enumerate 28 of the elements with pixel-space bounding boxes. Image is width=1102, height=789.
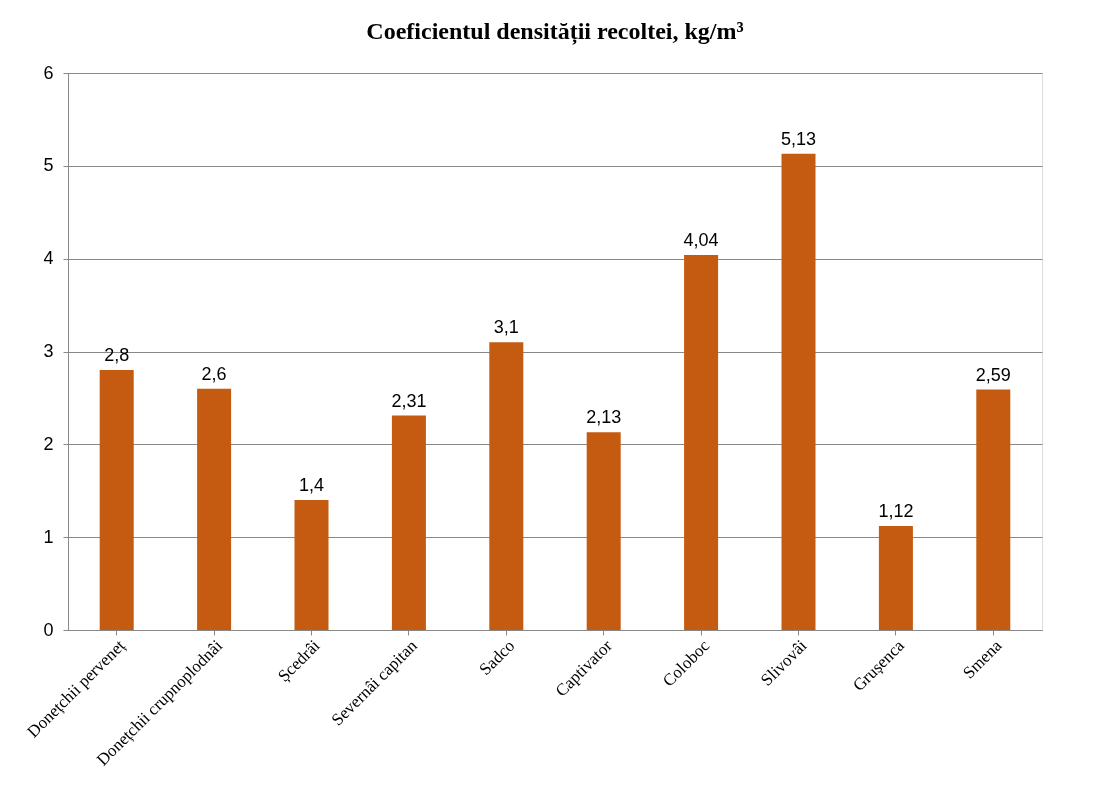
bar [391,415,426,630]
bar [684,254,719,630]
y-tick-label: 1 [43,526,54,547]
bar [781,153,816,630]
data-label: 3,1 [493,317,519,338]
y-tick-label: 5 [43,155,54,176]
bar [489,342,524,630]
data-label: 2,59 [975,364,1011,385]
data-label: 2,31 [391,390,427,411]
data-label: 1,12 [878,501,914,522]
y-tick-label: 3 [43,341,54,361]
bar [99,370,134,630]
y-tick-label: 2 [43,433,54,454]
data-label: 5,13 [780,128,817,149]
bar [878,526,913,630]
data-label: 2,13 [586,407,622,428]
bar [586,432,621,630]
data-label: 2,6 [201,363,227,384]
data-label: 1,4 [298,475,325,496]
data-label: 4,04 [683,229,719,250]
bar [976,389,1011,630]
y-tick-label: 6 [43,62,54,83]
y-tick-label: 0 [43,619,54,640]
chart-title: Coeficientul densității recoltei, kg/m³ [366,18,744,45]
data-label: 2,8 [104,345,130,366]
bar [294,500,329,630]
y-tick-label: 4 [43,248,54,269]
bar [197,388,232,630]
